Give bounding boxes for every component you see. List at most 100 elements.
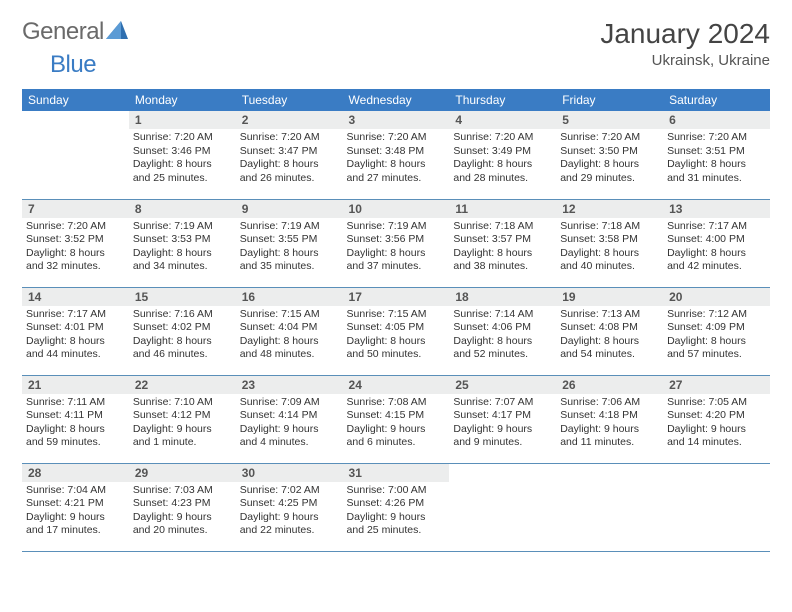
sunrise-text: Sunrise: 7:08 AM [347,396,446,410]
sunset-text: Sunset: 4:25 PM [240,497,339,511]
daylight-text: Daylight: 8 hours and 54 minutes. [560,335,659,362]
sunrise-text: Sunrise: 7:12 AM [667,308,766,322]
day-number: 17 [343,288,450,306]
daylight-text: Daylight: 8 hours and 52 minutes. [453,335,552,362]
day-details: Sunrise: 7:10 AMSunset: 4:12 PMDaylight:… [129,394,236,455]
day-number: 21 [22,376,129,394]
sunset-text: Sunset: 3:46 PM [133,145,232,159]
daylight-text: Daylight: 8 hours and 48 minutes. [240,335,339,362]
sunrise-text: Sunrise: 7:07 AM [453,396,552,410]
sunrise-text: Sunrise: 7:19 AM [133,220,232,234]
sunset-text: Sunset: 4:08 PM [560,321,659,335]
sunrise-text: Sunrise: 7:11 AM [26,396,125,410]
calendar-day-cell: 17Sunrise: 7:15 AMSunset: 4:05 PMDayligh… [343,287,450,375]
sunset-text: Sunset: 4:14 PM [240,409,339,423]
weekday-header: Saturday [663,89,770,111]
day-details: Sunrise: 7:19 AMSunset: 3:55 PMDaylight:… [236,218,343,279]
day-number: 25 [449,376,556,394]
day-number: 22 [129,376,236,394]
daylight-text: Daylight: 8 hours and 44 minutes. [26,335,125,362]
day-number: 12 [556,200,663,218]
daylight-text: Daylight: 8 hours and 32 minutes. [26,247,125,274]
daylight-text: Daylight: 8 hours and 38 minutes. [453,247,552,274]
day-number: 29 [129,464,236,482]
sunrise-text: Sunrise: 7:04 AM [26,484,125,498]
daylight-text: Daylight: 8 hours and 35 minutes. [240,247,339,274]
sunset-text: Sunset: 3:48 PM [347,145,446,159]
sunset-text: Sunset: 4:09 PM [667,321,766,335]
calendar-week-row: 7Sunrise: 7:20 AMSunset: 3:52 PMDaylight… [22,199,770,287]
day-number: 4 [449,111,556,129]
daylight-text: Daylight: 8 hours and 27 minutes. [347,158,446,185]
calendar-day-cell: 12Sunrise: 7:18 AMSunset: 3:58 PMDayligh… [556,199,663,287]
day-details: Sunrise: 7:09 AMSunset: 4:14 PMDaylight:… [236,394,343,455]
day-number: 30 [236,464,343,482]
day-number: 7 [22,200,129,218]
day-number: 9 [236,200,343,218]
day-number: 10 [343,200,450,218]
sunrise-text: Sunrise: 7:10 AM [133,396,232,410]
calendar-day-cell: 9Sunrise: 7:19 AMSunset: 3:55 PMDaylight… [236,199,343,287]
calendar-day-cell: 21Sunrise: 7:11 AMSunset: 4:11 PMDayligh… [22,375,129,463]
calendar-day-cell: 8Sunrise: 7:19 AMSunset: 3:53 PMDaylight… [129,199,236,287]
weekday-header: Wednesday [343,89,450,111]
calendar-day-cell: 10Sunrise: 7:19 AMSunset: 3:56 PMDayligh… [343,199,450,287]
day-details: Sunrise: 7:20 AMSunset: 3:51 PMDaylight:… [663,129,770,190]
daylight-text: Daylight: 9 hours and 20 minutes. [133,511,232,538]
daylight-text: Daylight: 9 hours and 9 minutes. [453,423,552,450]
sunrise-text: Sunrise: 7:14 AM [453,308,552,322]
sunrise-text: Sunrise: 7:19 AM [347,220,446,234]
day-number: 19 [556,288,663,306]
daylight-text: Daylight: 9 hours and 25 minutes. [347,511,446,538]
daylight-text: Daylight: 8 hours and 28 minutes. [453,158,552,185]
day-details: Sunrise: 7:11 AMSunset: 4:11 PMDaylight:… [22,394,129,455]
day-details: Sunrise: 7:18 AMSunset: 3:57 PMDaylight:… [449,218,556,279]
calendar-day-cell [22,111,129,199]
sunset-text: Sunset: 4:01 PM [26,321,125,335]
day-details: Sunrise: 7:20 AMSunset: 3:50 PMDaylight:… [556,129,663,190]
daylight-text: Daylight: 8 hours and 37 minutes. [347,247,446,274]
sunset-text: Sunset: 4:04 PM [240,321,339,335]
calendar-day-cell: 6Sunrise: 7:20 AMSunset: 3:51 PMDaylight… [663,111,770,199]
sunrise-text: Sunrise: 7:20 AM [667,131,766,145]
daylight-text: Daylight: 8 hours and 42 minutes. [667,247,766,274]
weekday-header: Tuesday [236,89,343,111]
day-number: 6 [663,111,770,129]
sunset-text: Sunset: 4:11 PM [26,409,125,423]
calendar-day-cell: 26Sunrise: 7:06 AMSunset: 4:18 PMDayligh… [556,375,663,463]
calendar-page: General January 2024 Ukrainsk, Ukraine B… [0,0,792,570]
sunrise-text: Sunrise: 7:20 AM [453,131,552,145]
day-details: Sunrise: 7:08 AMSunset: 4:15 PMDaylight:… [343,394,450,455]
sunrise-text: Sunrise: 7:20 AM [26,220,125,234]
sunset-text: Sunset: 4:26 PM [347,497,446,511]
calendar-day-cell [556,463,663,551]
sunrise-text: Sunrise: 7:16 AM [133,308,232,322]
daylight-text: Daylight: 9 hours and 11 minutes. [560,423,659,450]
day-details: Sunrise: 7:20 AMSunset: 3:48 PMDaylight:… [343,129,450,190]
calendar-day-cell: 7Sunrise: 7:20 AMSunset: 3:52 PMDaylight… [22,199,129,287]
calendar-day-cell: 30Sunrise: 7:02 AMSunset: 4:25 PMDayligh… [236,463,343,551]
daylight-text: Daylight: 8 hours and 57 minutes. [667,335,766,362]
daylight-text: Daylight: 8 hours and 59 minutes. [26,423,125,450]
title-block: January 2024 Ukrainsk, Ukraine [600,18,770,69]
day-number: 14 [22,288,129,306]
sunrise-text: Sunrise: 7:20 AM [347,131,446,145]
sunset-text: Sunset: 4:02 PM [133,321,232,335]
calendar-day-cell: 18Sunrise: 7:14 AMSunset: 4:06 PMDayligh… [449,287,556,375]
day-number: 13 [663,200,770,218]
calendar-day-cell: 13Sunrise: 7:17 AMSunset: 4:00 PMDayligh… [663,199,770,287]
sunrise-text: Sunrise: 7:17 AM [26,308,125,322]
sunrise-text: Sunrise: 7:05 AM [667,396,766,410]
day-details: Sunrise: 7:15 AMSunset: 4:05 PMDaylight:… [343,306,450,367]
day-details: Sunrise: 7:19 AMSunset: 3:56 PMDaylight:… [343,218,450,279]
day-number: 28 [22,464,129,482]
logo: General [22,18,130,46]
sunset-text: Sunset: 4:06 PM [453,321,552,335]
logo-text-general: General [22,18,104,46]
calendar-day-cell: 19Sunrise: 7:13 AMSunset: 4:08 PMDayligh… [556,287,663,375]
calendar-day-cell: 16Sunrise: 7:15 AMSunset: 4:04 PMDayligh… [236,287,343,375]
daylight-text: Daylight: 8 hours and 29 minutes. [560,158,659,185]
sunrise-text: Sunrise: 7:18 AM [560,220,659,234]
day-number: 27 [663,376,770,394]
day-details: Sunrise: 7:12 AMSunset: 4:09 PMDaylight:… [663,306,770,367]
